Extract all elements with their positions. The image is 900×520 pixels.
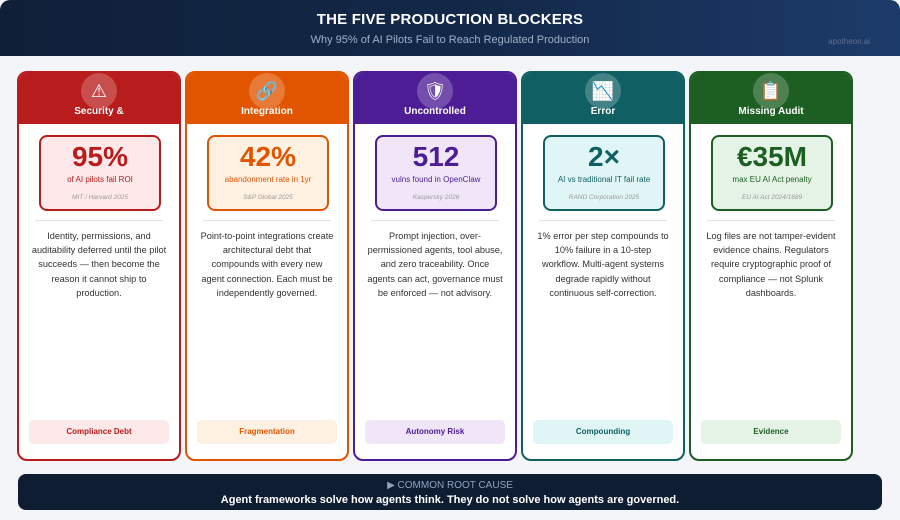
stat-box: €35M max EU AI Act penalty EU AI Act 202…: [711, 135, 833, 211]
blocker-card-missing-audit: 📋 Missing Audit €35M max EU AI Act penal…: [689, 71, 853, 461]
category-tag: Evidence: [701, 420, 841, 444]
page-title: THE FIVE PRODUCTION BLOCKERS: [316, 11, 584, 28]
stat-box: 2× AI vs traditional IT fail rate RAND C…: [543, 135, 665, 211]
stat-value: 2×: [588, 141, 620, 172]
clipboard-icon: 📋: [753, 73, 789, 109]
stat-source: Kaspersky 2026: [412, 194, 460, 201]
warning-icon: ⚠: [81, 73, 117, 109]
blocker-card-security: ⚠ Security & 95% of AI pilots fail ROI M…: [17, 71, 181, 461]
stat-label: of AI pilots fail ROI: [67, 175, 133, 184]
card-title: Missing Audit: [738, 106, 804, 117]
divider: [371, 220, 499, 221]
divider: [35, 220, 163, 221]
card-description: Point-to-point integrations create archi…: [200, 231, 334, 298]
stat-value: €35M: [736, 141, 808, 172]
divider: [203, 220, 331, 221]
category-tag: Autonomy Risk: [365, 420, 505, 444]
card-header-band: 🛡 Uncontrolled: [355, 73, 515, 124]
stat-label: max EU AI Act penalty: [732, 175, 812, 184]
blocker-card-uncontrolled: 🛡 Uncontrolled 512 vulns found in OpenCl…: [353, 71, 517, 461]
blocker-card-integration: 🔗 Integration 42% abandonment rate in 1y…: [185, 71, 349, 461]
card-title: Security &: [74, 106, 124, 117]
stat-source: RAND Corporation 2025: [568, 194, 640, 201]
stat-box: 42% abandonment rate in 1yr S&P Global 2…: [207, 135, 329, 211]
blocker-card-error: 📉 Error 2× AI vs traditional IT fail rat…: [521, 71, 685, 461]
card-description: Log files are not tamper-evident evidenc…: [706, 231, 836, 298]
brand-watermark: apotheon.ai: [828, 37, 870, 46]
link-icon: 🔗: [249, 73, 285, 109]
category-tag: Compliance Debt: [29, 420, 169, 444]
card-title: Integration: [241, 106, 293, 117]
root-cause-banner: ▶ COMMON ROOT CAUSE Agent frameworks sol…: [18, 474, 882, 510]
card-description: Prompt injection, over-permissioned agen…: [367, 231, 503, 298]
card-description: 1% error per step compounds to 10% failu…: [537, 231, 669, 298]
stat-value: 95%: [71, 141, 129, 172]
card-header-band: 📋 Missing Audit: [691, 73, 851, 124]
stat-value: 512: [412, 141, 460, 172]
stat-box: 512 vulns found in OpenClaw Kaspersky 20…: [375, 135, 497, 211]
header-banner: THE FIVE PRODUCTION BLOCKERS Why 95% of …: [0, 0, 900, 56]
card-header-band: 🔗 Integration: [187, 73, 347, 124]
stat-source: EU AI Act 2024/1689: [741, 194, 803, 201]
card-header-band: 📉 Error: [523, 73, 683, 124]
category-tag: Fragmentation: [197, 420, 337, 444]
stat-value: 42%: [239, 141, 297, 172]
stat-label: AI vs traditional IT fail rate: [557, 175, 651, 184]
stat-label: abandonment rate in 1yr: [224, 175, 312, 184]
stat-source: MIT / Harvard 2025: [72, 194, 128, 201]
stat-source: S&P Global 2025: [243, 194, 293, 201]
card-header-band: ⚠ Security &: [19, 73, 179, 124]
stat-label: vulns found in OpenClaw: [391, 175, 481, 184]
shield-icon: 🛡: [417, 73, 453, 109]
page-subtitle: Why 95% of AI Pilots Fail to Reach Regul…: [310, 34, 590, 46]
chart-down-icon: 📉: [585, 73, 621, 109]
root-cause-message: Agent frameworks solve how agents think.…: [220, 494, 680, 506]
card-title: Error: [590, 106, 616, 117]
category-tag: Compounding: [533, 420, 673, 444]
card-description: Identity, permissions, and auditability …: [31, 231, 167, 298]
divider: [539, 220, 667, 221]
stat-box: 95% of AI pilots fail ROI MIT / Harvard …: [39, 135, 161, 211]
divider: [707, 220, 835, 221]
card-title: Uncontrolled: [404, 106, 466, 117]
root-cause-kicker: ▶ COMMON ROOT CAUSE: [387, 480, 513, 491]
